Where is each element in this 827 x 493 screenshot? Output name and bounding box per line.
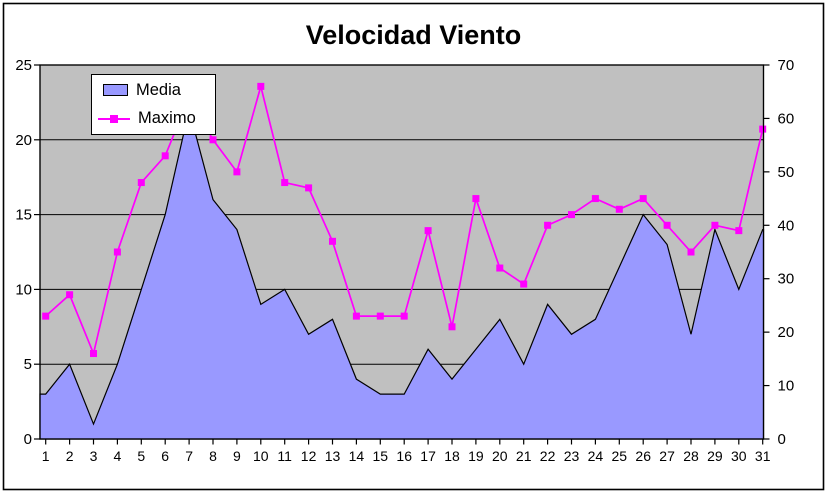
y-left-axis-label: 15 [15,207,32,224]
maximo-marker [591,195,599,203]
maximo-marker [663,221,671,229]
maximo-marker [257,82,265,90]
x-axis-label: 5 [137,448,145,464]
y-left-axis-label: 20 [15,132,32,149]
y-left-axis-label: 10 [15,281,32,298]
x-axis-label: 14 [349,448,365,464]
maximo-marker [352,312,360,320]
x-axis-label: 27 [659,448,675,464]
x-axis-label: 6 [161,448,169,464]
x-axis-label: 1 [42,448,50,464]
x-axis-label: 10 [253,448,269,464]
x-axis-label: 7 [185,448,193,464]
x-axis-label: 13 [325,448,341,464]
maximo-marker [66,291,74,299]
y-right-axis-label: 60 [778,110,795,127]
x-axis-label: 4 [114,448,122,464]
maximo-marker [233,168,241,176]
x-axis-label: 3 [90,448,98,464]
y-right-axis-label: 50 [778,164,795,181]
y-right-axis-label: 70 [778,57,795,74]
x-axis-label: 19 [468,448,484,464]
x-axis-label: 31 [755,448,771,464]
maximo-marker [281,179,289,187]
media-area-series [39,109,765,440]
maximo-marker [544,221,552,229]
maximo-marker [161,152,169,160]
maximo-marker [639,195,647,203]
x-axis-label: 2 [66,448,74,464]
maximo-marker [113,248,121,256]
x-axis-label: 11 [277,448,292,464]
x-axis-label: 17 [420,448,436,464]
x-axis-label: 28 [683,448,699,464]
legend-label-maximo: Maximo [138,109,196,128]
x-axis-label: 21 [516,448,532,464]
maximo-marker [209,136,217,144]
x-axis-label: 9 [233,448,241,464]
chart-title: Velocidad Viento [305,20,522,50]
y-left-axis-label: 5 [24,356,32,373]
maximo-marker [376,312,384,320]
maximo-marker [400,312,408,320]
y-right-axis-label: 20 [778,324,795,341]
maximo-marker [735,227,743,235]
x-axis-label: 16 [396,448,412,464]
maximo-marker [137,179,145,187]
maximo-swatch-marker [110,114,118,123]
maximo-marker [305,184,313,192]
y-right-axis-label: 40 [778,217,795,234]
maximo-line-swatch-icon [98,113,130,125]
maximo-marker [711,221,719,229]
x-axis-label: 15 [373,448,389,464]
x-axis-label: 22 [540,448,556,464]
x-axis-label: 24 [588,448,604,464]
maximo-marker [615,205,623,213]
x-axis-label: 23 [564,448,580,464]
maximo-marker [472,195,480,203]
maximo-marker [520,280,528,288]
legend-label-media: Media [136,80,181,99]
y-right-axis-label: 10 [778,378,795,395]
legend-item-maximo: Maximo [98,106,215,132]
legend: Media Maximo [91,74,216,135]
x-axis-label: 29 [707,448,723,464]
legend-item-media: Media [101,77,215,103]
maximo-marker [496,264,504,272]
plot-border [39,64,765,440]
maximo-marker [90,350,97,358]
x-axis-label: 20 [492,448,508,464]
maximo-marker [759,125,767,133]
y-right-axis-label: 30 [778,271,795,288]
y-right-axis-label: 0 [778,431,786,448]
maximo-marker [42,312,50,320]
maximo-marker [687,248,695,256]
media-area-swatch-icon [103,84,128,97]
x-axis-label: 8 [209,448,217,464]
maximo-marker [424,227,432,235]
x-axis-label: 18 [444,448,460,464]
x-axis-label: 30 [731,448,747,464]
y-left-axis-label: 25 [15,57,32,74]
maximo-marker [329,237,336,245]
maximo-marker [448,323,456,331]
y-left-axis-label: 0 [24,431,32,448]
x-axis-label: 26 [635,448,651,464]
x-axis-label: 12 [301,448,317,464]
maximo-marker [568,211,575,219]
x-axis-label: 25 [612,448,628,464]
